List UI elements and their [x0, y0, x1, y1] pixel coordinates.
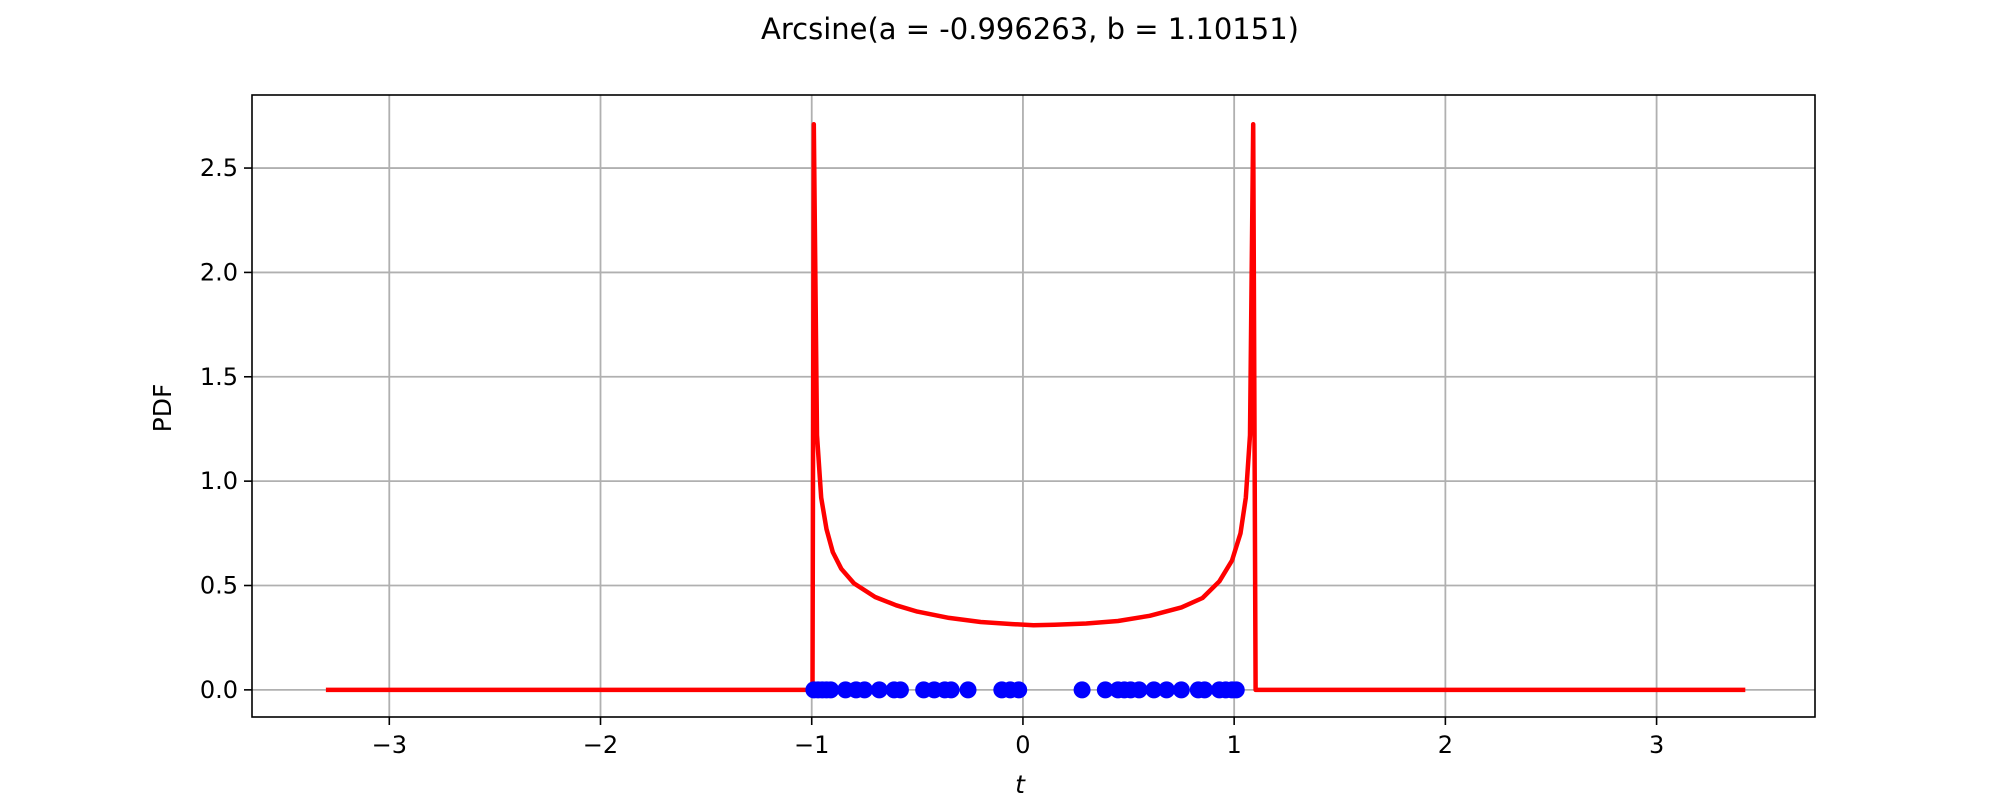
- y-axis-ticks: 0.0 0.5 1.0 1.5 2.0 2.5: [200, 154, 252, 704]
- sample-point: [942, 681, 960, 699]
- y-tick-label: 1.0: [200, 467, 238, 495]
- pdf-curve: [325, 121, 1746, 693]
- sample-point: [1010, 681, 1028, 699]
- sample-point: [1096, 681, 1114, 699]
- sample-point: [1196, 681, 1214, 699]
- sample-point: [856, 681, 874, 699]
- pdf-curve-layer: [325, 121, 1746, 693]
- sample-point: [1145, 681, 1163, 699]
- sample-point: [1073, 681, 1091, 699]
- chart-title: Arcsine(a = -0.996263, b = 1.10151): [761, 12, 1299, 46]
- sample-point: [822, 681, 840, 699]
- x-axis-ticks: −3 −2 −1 0 1 2 3: [372, 717, 1664, 759]
- sample-point: [1172, 681, 1190, 699]
- sample-point: [959, 681, 977, 699]
- y-tick-label: 0.0: [200, 676, 238, 704]
- x-tick-label: −2: [583, 731, 618, 759]
- sample-point: [1227, 681, 1245, 699]
- y-tick-label: 0.5: [200, 572, 238, 600]
- y-tick-label: 1.5: [200, 363, 238, 391]
- x-axis-label: t: [1015, 770, 1026, 799]
- x-tick-label: −3: [372, 731, 407, 759]
- plot-frame: [251, 94, 1816, 718]
- x-tick-label: 3: [1649, 731, 1664, 759]
- y-tick-label: 2.5: [200, 154, 238, 182]
- x-tick-label: 1: [1227, 731, 1242, 759]
- sample-point: [1130, 681, 1148, 699]
- sample-point: [870, 681, 888, 699]
- y-axis-label: PDF: [148, 384, 177, 433]
- grid-lines: [252, 95, 1815, 717]
- y-tick-label: 2.0: [200, 258, 238, 286]
- sample-point: [891, 681, 909, 699]
- sample-point: [1158, 681, 1176, 699]
- x-tick-label: 0: [1015, 731, 1030, 759]
- x-tick-label: −1: [794, 731, 829, 759]
- x-tick-label: 2: [1438, 731, 1453, 759]
- sample-points-layer: [805, 681, 1245, 699]
